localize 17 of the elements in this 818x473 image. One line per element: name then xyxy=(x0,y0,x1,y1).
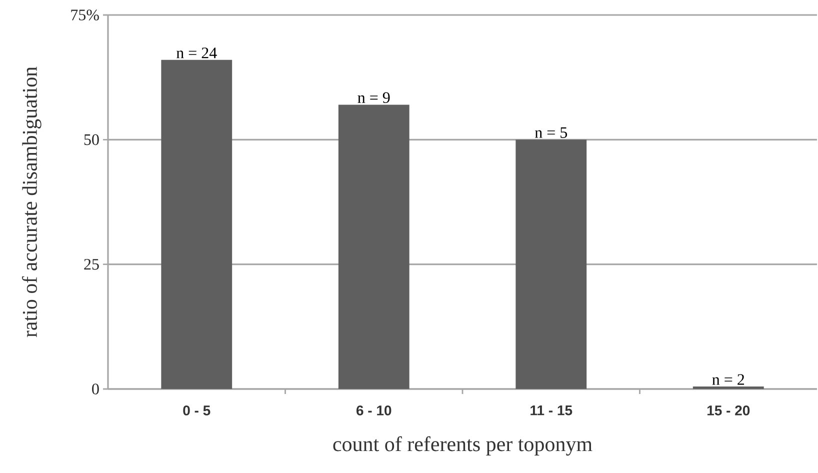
x-tick-label: 15 - 20 xyxy=(707,406,750,416)
annotation: n = 24 xyxy=(176,48,217,58)
y-tick-label: 75% xyxy=(71,10,99,20)
x-axis-title: count of referents per toponym xyxy=(333,436,592,456)
annotation: n = 2 xyxy=(712,374,744,385)
x-tick-label: 6 - 10 xyxy=(356,406,392,416)
bar xyxy=(338,104,410,389)
y-tick-label: 0 xyxy=(92,384,99,394)
x-tick-label: 0 - 5 xyxy=(183,406,210,416)
y-tick-label: 50 xyxy=(84,134,99,146)
bar xyxy=(516,140,587,389)
x-tick-label: 11 - 15 xyxy=(530,406,572,416)
y-tick-label: 25 xyxy=(84,258,99,270)
annotation: n = 5 xyxy=(534,127,568,138)
annotation: n = 9 xyxy=(358,92,390,104)
bar xyxy=(161,60,232,389)
y-axis-title: ratio of accurate disambiguation xyxy=(22,66,42,338)
